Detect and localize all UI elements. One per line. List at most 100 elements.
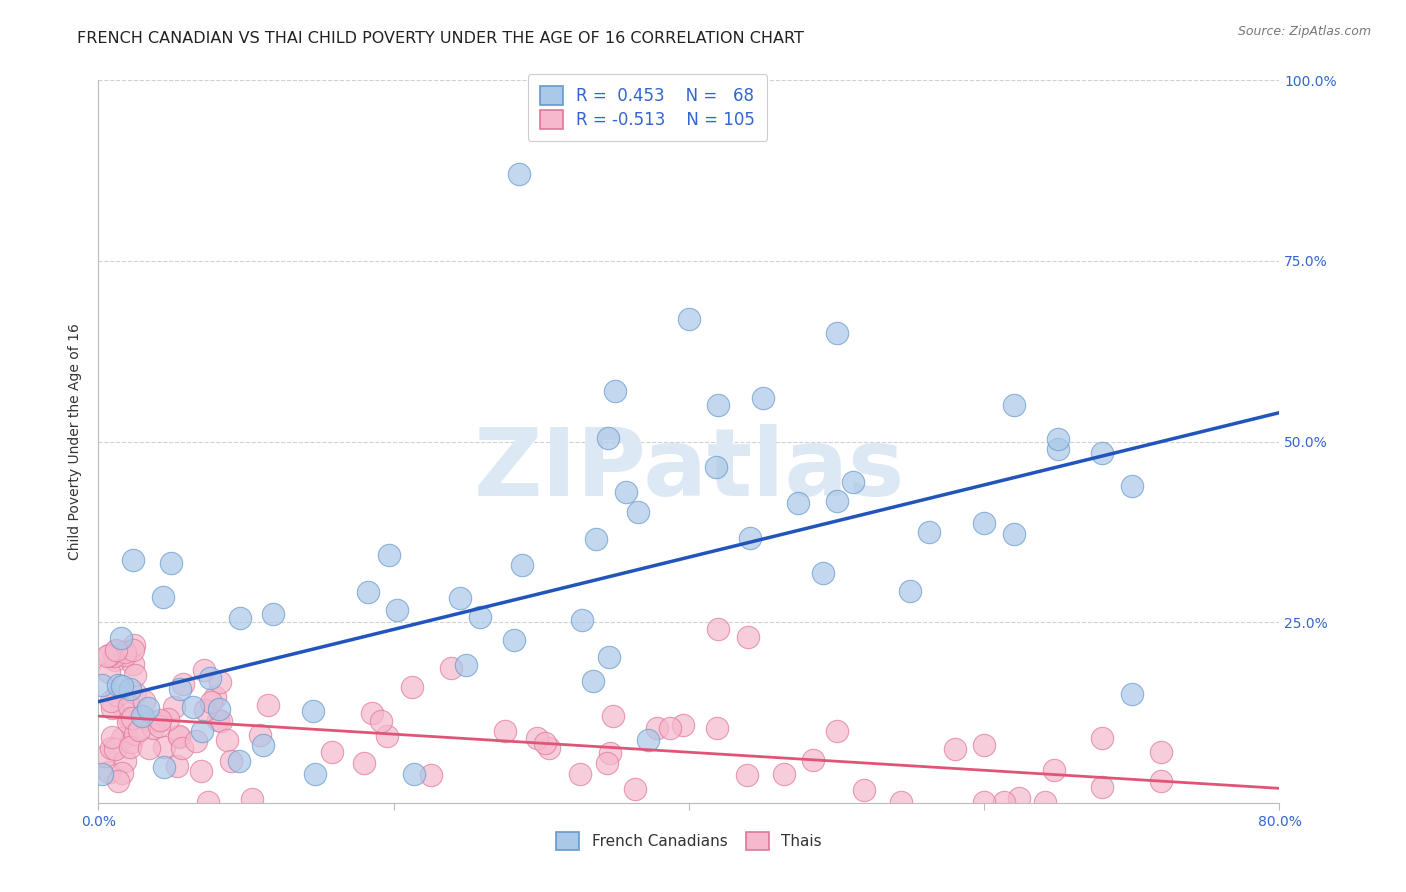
Point (624, 782, 647, 797)
Point (1091, 780, 1114, 795)
Point (156, 712, 179, 726)
Point (1033, 795, 1056, 809)
Point (993, 795, 1015, 809)
Point (148, 719, 170, 733)
Point (772, 766, 794, 780)
Point (103, 649, 125, 664)
Point (142, 721, 165, 735)
Point (598, 649, 620, 664)
Point (120, 681, 142, 696)
Point (97, 665, 120, 680)
Point (538, 741, 561, 756)
Point (825, 723, 848, 738)
Point (1002, 527, 1025, 541)
Point (599, 747, 621, 761)
Y-axis label: Child Poverty Under the Age of 16: Child Poverty Under the Age of 16 (69, 323, 83, 560)
Point (97, 765, 120, 780)
Point (973, 795, 995, 809)
Point (181, 700, 204, 714)
Text: FRENCH CANADIAN VS THAI CHILD POVERTY UNDER THE AGE OF 16 CORRELATION CHART: FRENCH CANADIAN VS THAI CHILD POVERTY UN… (77, 31, 804, 46)
Text: ZIPatlas: ZIPatlas (474, 425, 904, 516)
Point (111, 731, 134, 745)
Point (162, 700, 184, 714)
Point (569, 767, 592, 781)
Point (585, 532, 607, 546)
Point (128, 723, 150, 737)
Point (402, 767, 425, 781)
Point (104, 653, 127, 667)
Point (508, 167, 530, 181)
Point (595, 756, 617, 771)
Point (1046, 433, 1070, 447)
Point (503, 632, 526, 647)
Point (153, 740, 176, 755)
Point (637, 733, 659, 747)
Point (494, 723, 516, 738)
Point (96, 648, 118, 663)
Point (1150, 745, 1173, 759)
Point (627, 505, 650, 519)
Point (167, 730, 190, 744)
Point (148, 713, 170, 727)
Point (169, 729, 191, 743)
Point (169, 681, 191, 696)
Point (100, 700, 122, 714)
Point (737, 630, 759, 644)
Point (582, 673, 605, 688)
Point (131, 709, 153, 723)
Point (120, 735, 142, 749)
Point (645, 722, 668, 736)
Point (97, 648, 120, 662)
Point (943, 741, 966, 756)
Point (172, 676, 194, 690)
Point (787, 496, 810, 510)
Point (194, 703, 217, 717)
Point (121, 657, 143, 672)
Point (117, 715, 139, 730)
Point (121, 710, 143, 724)
Point (118, 711, 141, 725)
Point (122, 638, 145, 652)
Point (1121, 479, 1143, 493)
Point (124, 727, 146, 741)
Point (1150, 774, 1173, 789)
Point (973, 738, 995, 752)
Point (114, 645, 136, 659)
Point (973, 516, 995, 531)
Point (853, 783, 876, 797)
Point (1002, 398, 1025, 412)
Point (100, 740, 122, 755)
Point (598, 431, 620, 445)
Point (534, 736, 557, 750)
Point (468, 610, 491, 624)
Point (706, 721, 728, 735)
Point (811, 566, 834, 580)
Point (209, 714, 232, 728)
Point (118, 699, 141, 714)
Point (1091, 446, 1114, 460)
Point (752, 391, 775, 405)
Point (375, 729, 398, 743)
Point (159, 556, 181, 570)
Point (103, 742, 125, 756)
Point (707, 623, 730, 637)
Point (208, 702, 231, 716)
Point (449, 591, 471, 606)
Point (825, 326, 848, 340)
Point (378, 548, 401, 562)
Point (918, 524, 941, 539)
Point (136, 701, 159, 715)
Point (138, 741, 160, 756)
Point (94, 748, 117, 763)
Text: Source: ZipAtlas.com: Source: ZipAtlas.com (1237, 25, 1371, 38)
Point (1042, 764, 1064, 778)
Point (456, 657, 478, 672)
Point (229, 611, 252, 625)
Point (197, 795, 219, 809)
Point (304, 767, 326, 781)
Point (190, 764, 212, 778)
Point (124, 668, 146, 682)
Point (252, 738, 274, 752)
Point (110, 765, 132, 780)
Point (134, 694, 156, 708)
